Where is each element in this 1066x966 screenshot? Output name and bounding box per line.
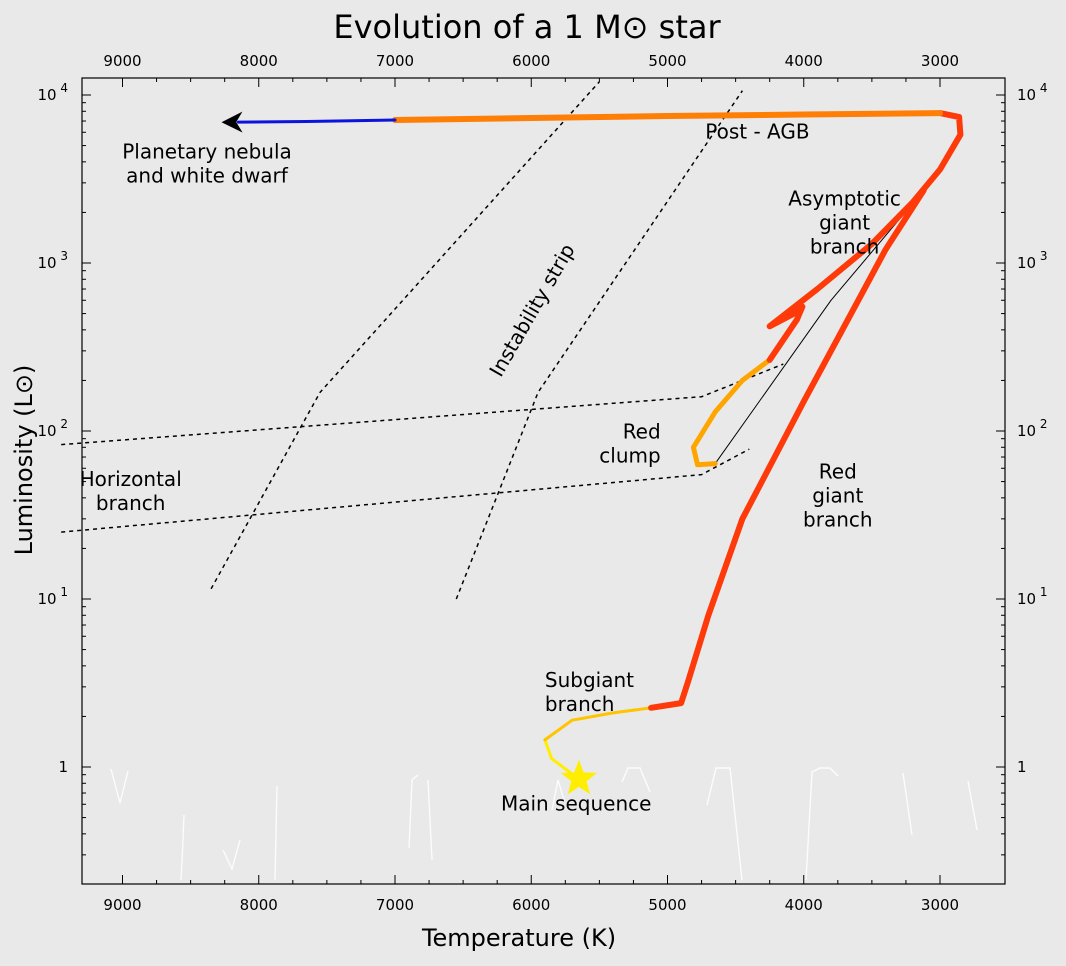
- markers: [560, 759, 597, 795]
- decorative-stroke-6: [427, 779, 433, 861]
- x-tick-label-bottom: 8000: [240, 896, 278, 914]
- y-tick-label-right: 10 2: [1017, 417, 1048, 440]
- decorative-stroke-7: [551, 779, 565, 811]
- decorative-stroke-2: [180, 814, 185, 881]
- y-axis-title: Luminosity (L⊙): [10, 365, 38, 556]
- track-segment-1: [543, 738, 581, 781]
- x-tick-label-top: 8000: [240, 52, 278, 70]
- y-tick-label-left: 10 4: [37, 81, 68, 104]
- reference-line-3: [61, 363, 784, 446]
- reference-line-1: [210, 81, 600, 590]
- track-segment-5: [690, 357, 773, 468]
- annotation-7: Red giant branch: [803, 460, 873, 532]
- annotation-1: Planetary nebula and white dwarf: [122, 139, 292, 187]
- reference-lines: [61, 81, 784, 600]
- decorative-background-strokes: [110, 767, 978, 881]
- x-tick-label-top: 6000: [512, 52, 550, 70]
- annotation-5: Red clump: [599, 420, 660, 468]
- y-tick-label-left: 10 2: [37, 417, 68, 440]
- reference-line-4: [61, 448, 750, 533]
- decorative-stroke-4: [274, 785, 278, 881]
- decorative-stroke-8: [621, 767, 651, 793]
- y-tick-label-left: 10 1: [37, 585, 68, 608]
- decorative-stroke-10: [805, 767, 839, 881]
- decorative-stroke-9: [706, 767, 743, 881]
- x-tick-label-bottom: 4000: [785, 896, 823, 914]
- track-segment-2: [543, 706, 653, 742]
- y-tick-label-right: 10 1: [1017, 585, 1048, 608]
- axes: 9000 9000 8000 8000 7000 7000 6000 6000 5000 5000…: [37, 52, 1047, 914]
- y-tick-label-right: 10 4: [1017, 81, 1048, 104]
- track-segment-3: [648, 187, 927, 711]
- x-tick-label-bottom: 3000: [921, 896, 959, 914]
- decorative-stroke-11: [902, 772, 913, 836]
- track-segment-6: [766, 110, 964, 363]
- track-segment-7: [392, 110, 943, 123]
- decorative-stroke-1: [110, 768, 129, 804]
- reference-line-2: [455, 90, 744, 600]
- x-tick-label-bottom: 5000: [648, 896, 686, 914]
- annotations: Planetary nebula and white dwarf Post - AG…: [80, 120, 901, 816]
- x-tick-label-top: 9000: [103, 52, 141, 70]
- y-tick-label-right: 10 3: [1017, 249, 1048, 272]
- evolution-track: [221, 110, 964, 781]
- x-tick-label-bottom: 7000: [376, 896, 414, 914]
- annotation-8: Subgiant branch: [545, 668, 634, 716]
- x-tick-label-bottom: 6000: [512, 896, 550, 914]
- main-sequence-star-marker: [560, 759, 597, 795]
- x-tick-label-bottom: 9000: [103, 896, 141, 914]
- x-tick-label-top: 3000: [921, 52, 959, 70]
- track-segment-8: [221, 111, 397, 133]
- x-tick-label-top: 5000: [648, 52, 686, 70]
- y-tick-label-right: 1: [1017, 758, 1027, 776]
- decorative-stroke-3: [222, 839, 241, 872]
- plot-frame: [81, 77, 1006, 885]
- annotation-2: Post - AGB: [705, 120, 809, 144]
- x-tick-label-top: 7000: [376, 52, 414, 70]
- decorative-stroke-5: [408, 774, 419, 849]
- x-axis-title: Temperature (K): [421, 924, 616, 952]
- y-tick-label-left: 1: [58, 758, 68, 776]
- annotation-3: Asymptotic giant branch: [788, 187, 901, 259]
- annotation-6: Horizontal branch: [80, 467, 182, 515]
- x-tick-label-top: 4000: [785, 52, 823, 70]
- y-tick-label-left: 10 3: [37, 249, 68, 272]
- track-segment-4: [714, 190, 925, 465]
- annotation-4: Instability strip: [484, 239, 579, 380]
- chart-title: Evolution of a 1 M⊙ star: [333, 8, 721, 46]
- annotation-9: Main sequence: [501, 792, 651, 816]
- decorative-stroke-12: [967, 780, 978, 831]
